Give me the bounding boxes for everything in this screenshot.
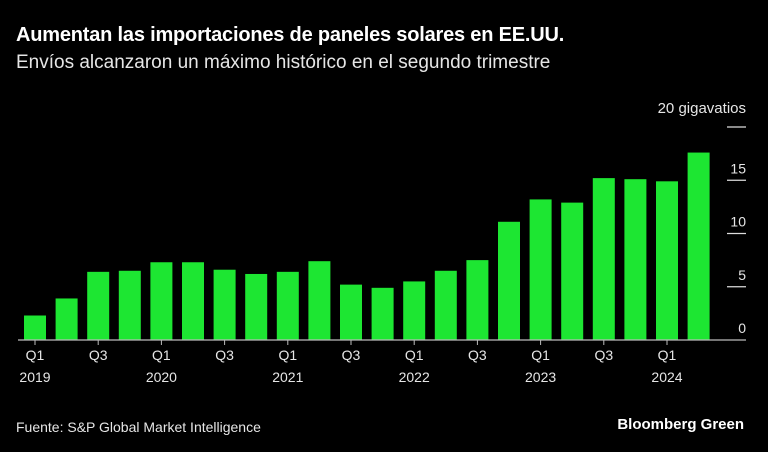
x-tick-year-label: 2020 [146,369,177,385]
bar [403,281,426,340]
bar [276,271,299,340]
x-tick-label: Q1 [658,347,677,363]
bar [87,271,110,340]
x-tick-label: Q3 [342,347,361,363]
chart-subtitle: Envíos alcanzaron un máximo histórico en… [16,52,551,73]
x-tick-label: Q3 [468,347,487,363]
x-tick-year-label: 2019 [19,369,50,385]
brand-logo: Bloomberg Green [617,416,744,433]
bar [592,178,615,340]
bar [371,287,394,340]
x-tick-label: Q3 [215,347,234,363]
y-axis-unit-label: 20 gigavatios [657,100,746,117]
bar [245,273,268,340]
bar [24,315,46,340]
y-tick-label: 15 [730,160,746,176]
chart-title: Aumentan las importaciones de paneles so… [16,24,565,46]
x-tick-label: Q1 [152,347,171,363]
source-note: Fuente: S&P Global Market Intelligence [16,419,261,435]
bar [656,181,678,340]
x-tick-year-label: 2022 [399,369,430,385]
bar [529,199,552,340]
bar [466,260,489,340]
x-tick-label: Q1 [405,347,424,363]
x-tick-year-label: 2023 [525,369,556,385]
x-tick-label: Q1 [531,347,550,363]
bar [182,262,204,340]
bar [340,284,362,340]
x-tick-label: Q1 [26,347,45,363]
bar [150,262,173,340]
y-tick-label: 10 [730,214,746,230]
x-tick-label: Q1 [278,347,297,363]
bar [434,270,457,340]
x-tick-label: Q3 [89,347,108,363]
x-tick-label: Q3 [594,347,613,363]
bar [118,270,141,340]
bar [498,221,520,340]
x-tick-year-label: 2024 [651,369,682,385]
bar [55,298,78,340]
bar [687,152,710,340]
y-tick-label: 5 [738,267,746,283]
x-tick-year-label: 2021 [272,369,303,385]
y-tick-label: 0 [738,320,746,336]
bar [624,179,647,340]
bar [308,261,331,340]
bar [561,202,584,340]
bar [213,269,236,340]
